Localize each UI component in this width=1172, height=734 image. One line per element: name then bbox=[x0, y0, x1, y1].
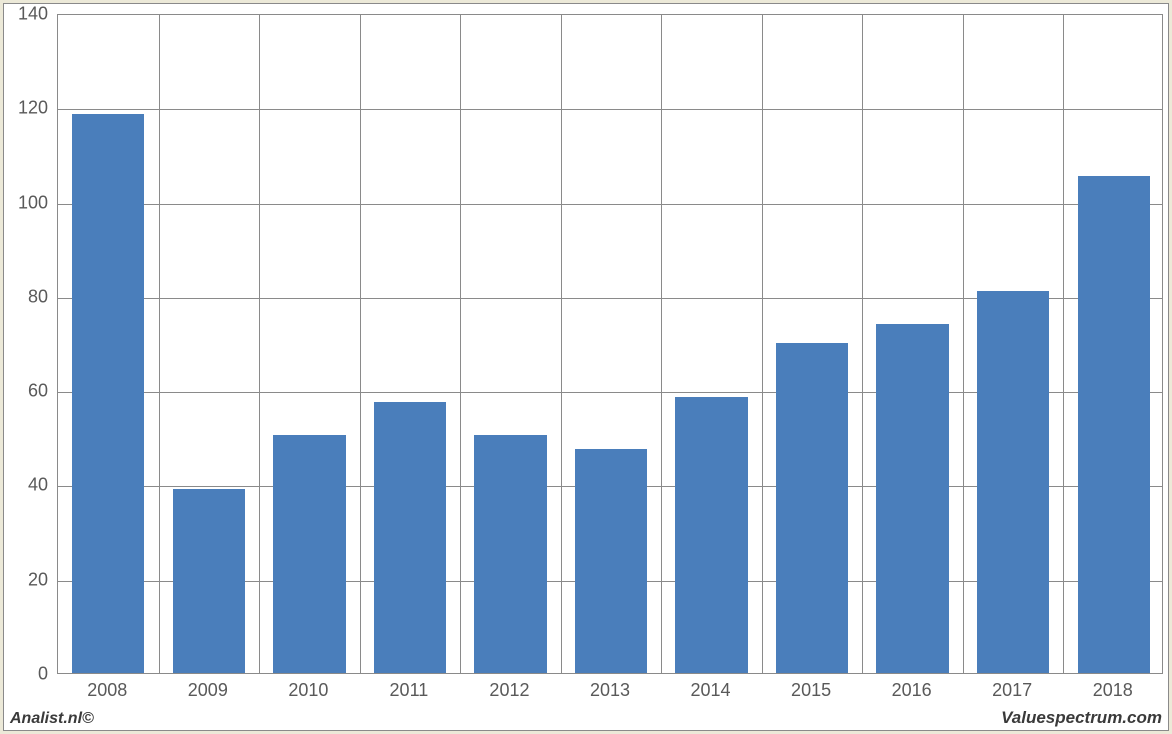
x-tick-label: 2013 bbox=[590, 680, 630, 701]
y-tick-label: 100 bbox=[8, 192, 48, 213]
bar bbox=[1078, 176, 1150, 673]
y-tick-label: 40 bbox=[8, 475, 48, 496]
x-tick-label: 2012 bbox=[489, 680, 529, 701]
gridline-v bbox=[159, 15, 160, 673]
bar bbox=[675, 397, 747, 673]
bar bbox=[474, 435, 546, 673]
x-axis-ticks: 2008 2009 2010 2011 2012 2013 2014 2015 2016 2017… bbox=[4, 680, 1168, 704]
bar bbox=[876, 324, 948, 673]
gridline-v bbox=[360, 15, 361, 673]
plot-area bbox=[57, 14, 1163, 674]
bar bbox=[575, 449, 647, 673]
footer-credit-right: Valuespectrum.com bbox=[1001, 708, 1162, 728]
gridline-v bbox=[661, 15, 662, 673]
x-tick-label: 2017 bbox=[992, 680, 1032, 701]
gridline-v bbox=[762, 15, 763, 673]
bar bbox=[776, 343, 848, 673]
y-tick-label: 80 bbox=[8, 286, 48, 307]
y-tick-label: 120 bbox=[8, 98, 48, 119]
gridline-v bbox=[460, 15, 461, 673]
y-tick-label: 20 bbox=[8, 569, 48, 590]
gridline-v bbox=[963, 15, 964, 673]
gridline-v bbox=[1063, 15, 1064, 673]
x-tick-label: 2018 bbox=[1093, 680, 1133, 701]
footer-credit-left: Analist.nl© bbox=[10, 710, 94, 728]
gridline-v bbox=[862, 15, 863, 673]
x-tick-label: 2011 bbox=[390, 680, 429, 701]
x-tick-label: 2014 bbox=[691, 680, 731, 701]
gridline-v bbox=[561, 15, 562, 673]
y-tick-label: 140 bbox=[8, 4, 48, 25]
bar bbox=[977, 291, 1049, 673]
x-tick-label: 2016 bbox=[892, 680, 932, 701]
gridline-h bbox=[58, 109, 1162, 110]
bar bbox=[72, 114, 144, 673]
bar bbox=[273, 435, 345, 673]
gridline-v bbox=[259, 15, 260, 673]
chart-frame: 020406080100120140 200820092010201120122… bbox=[3, 3, 1169, 731]
x-tick-label: 2008 bbox=[87, 680, 127, 701]
bar bbox=[173, 489, 245, 673]
x-tick-label: 2015 bbox=[791, 680, 831, 701]
bar bbox=[374, 402, 446, 673]
y-tick-label: 60 bbox=[8, 381, 48, 402]
x-tick-label: 2010 bbox=[288, 680, 328, 701]
x-tick-label: 2009 bbox=[188, 680, 228, 701]
gridline-h bbox=[58, 204, 1162, 205]
